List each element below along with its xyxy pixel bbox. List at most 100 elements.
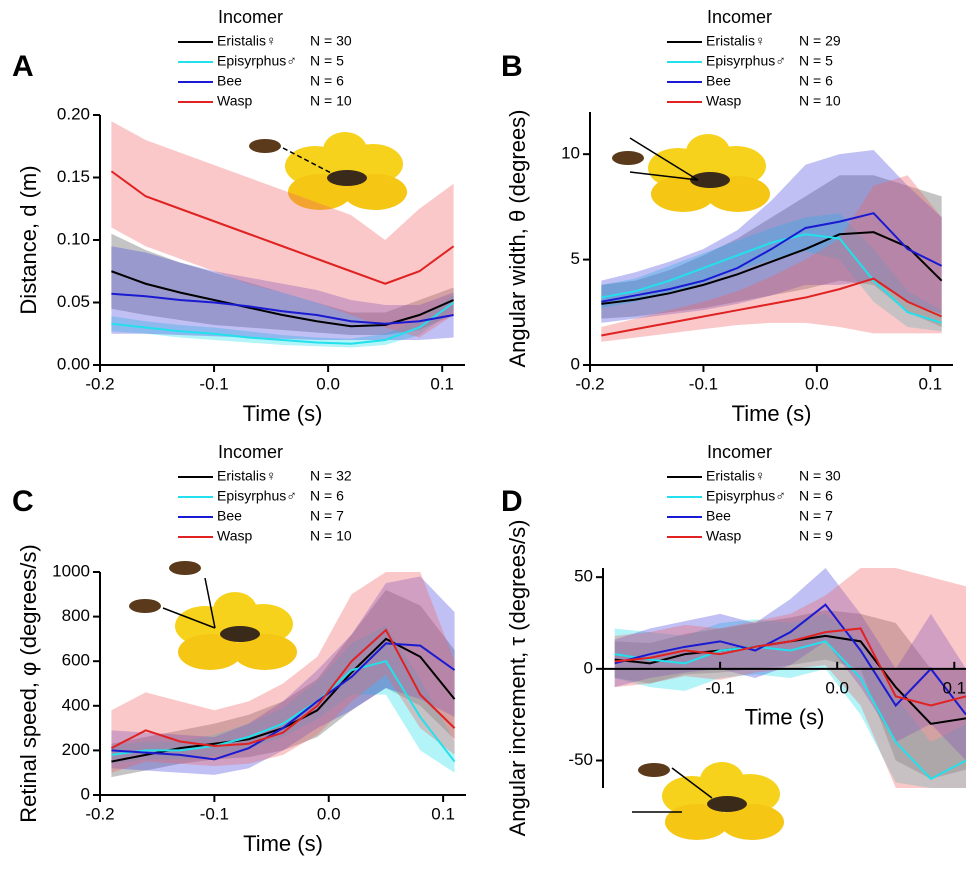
error-band: [111, 625, 455, 773]
error-band: [111, 121, 454, 338]
y-tick-label: 0.20: [57, 104, 90, 123]
series-line: [111, 660, 456, 763]
legend-label: Bee: [217, 508, 242, 524]
legend-n: N = 6: [310, 73, 344, 89]
x-tick-label: -0.2: [575, 374, 604, 393]
x-tick-label: 0.0: [317, 804, 341, 823]
y-tick-label: -50: [568, 750, 593, 769]
series-line: [110, 170, 455, 285]
series-line: [614, 627, 966, 707]
y-tick-label: 200: [62, 740, 90, 759]
series-line: [111, 292, 454, 325]
legend-n: N = 6: [799, 73, 833, 89]
y-axis-label: Angular increment, τ (degrees/s): [505, 520, 530, 837]
y-tick-label: 0: [571, 354, 580, 373]
series-line: [111, 642, 456, 761]
error-band: [111, 295, 454, 348]
y-tick-label: 0: [584, 658, 593, 677]
legend-n: N = 9: [799, 528, 833, 544]
x-tick-label: 0.0: [825, 678, 849, 697]
legend-label: Bee: [706, 508, 731, 524]
error-band: [111, 246, 454, 340]
legend-title: Incomer: [218, 442, 283, 462]
y-tick-label: 0.00: [57, 354, 90, 373]
series-line: [110, 628, 456, 750]
panel-letter: A: [12, 50, 34, 83]
series-line: [614, 603, 966, 716]
x-axis-label: Time (s): [243, 401, 323, 426]
y-tick-label: 400: [62, 695, 90, 714]
legend-n: N = 30: [310, 33, 352, 49]
legend-n: N = 5: [310, 53, 344, 69]
error-band: [601, 149, 942, 323]
legend-n: N = 5: [799, 53, 833, 69]
legend-n: N = 7: [799, 508, 833, 524]
flower-illustration: [129, 561, 297, 670]
error-band: [601, 213, 942, 332]
panel-letter: B: [501, 50, 523, 83]
x-tick-label: -0.1: [200, 804, 229, 823]
legend-label: Eristalis♀: [706, 468, 766, 484]
series-line: [601, 233, 942, 324]
series-line: [601, 277, 943, 337]
legend-label: Episyrphus♂: [706, 53, 786, 69]
series-line: [111, 301, 455, 345]
x-tick-label: 0.1: [430, 374, 454, 393]
legend-label: Bee: [706, 73, 731, 89]
legend-n: N = 32: [310, 468, 352, 484]
legend-n: N = 30: [799, 468, 841, 484]
legend-n: N = 10: [310, 528, 352, 544]
x-axis-label: Time (s): [243, 831, 323, 856]
legend-label: Episyrphus♂: [217, 53, 297, 69]
series-line: [601, 231, 943, 305]
legend-title: Incomer: [707, 442, 772, 462]
legend-title: Incomer: [707, 7, 772, 27]
legend-label: Bee: [217, 73, 242, 89]
series-line: [111, 270, 454, 328]
flower-illustration: [249, 132, 407, 210]
error-band: [614, 568, 966, 761]
y-axis-label: Distance, d (m): [16, 165, 41, 314]
x-axis-label: Time (s): [745, 705, 825, 730]
x-tick-label: 0.0: [805, 374, 829, 393]
legend-n: N = 7: [310, 508, 344, 524]
error-band: [111, 572, 455, 773]
legend-label: Eristalis♀: [217, 468, 277, 484]
y-tick-label: 0.10: [57, 229, 90, 248]
x-tick-label: 0.1: [918, 374, 942, 393]
legend-n: N = 6: [799, 488, 833, 504]
y-tick-label: 50: [574, 567, 593, 586]
legend-n: N = 6: [310, 488, 344, 504]
legend-label: Episyrphus♂: [706, 488, 786, 504]
x-tick-label: 0.0: [316, 374, 340, 393]
legend-title: Incomer: [218, 7, 283, 27]
x-tick-label: -0.1: [689, 374, 718, 393]
y-axis-label: Retinal speed, φ (degrees/s): [16, 544, 41, 822]
panel-letter: D: [501, 485, 523, 518]
legend-label: Wasp: [706, 93, 741, 109]
y-tick-label: 800: [62, 606, 90, 625]
legend-label: Wasp: [217, 528, 252, 544]
error-band: [111, 576, 455, 775]
series-line: [601, 212, 943, 303]
legend-n: N = 29: [799, 33, 841, 49]
y-tick-label: 1000: [52, 561, 90, 580]
plot-area: [110, 121, 455, 348]
legend-label: Episyrphus♂: [217, 488, 297, 504]
legend-label: Wasp: [706, 528, 741, 544]
plot-area: [614, 568, 966, 788]
y-tick-label: 0: [81, 784, 90, 803]
legend-n: N = 10: [799, 93, 841, 109]
legend-label: Eristalis♀: [217, 33, 277, 49]
error-band: [614, 568, 966, 788]
x-tick-label: -0.1: [705, 678, 734, 697]
legend-label: Eristalis♀: [706, 33, 766, 49]
x-tick-label: -0.1: [199, 374, 228, 393]
legend-label: Wasp: [217, 93, 252, 109]
x-tick-label: 0.1: [431, 804, 455, 823]
panel-letter: C: [12, 485, 34, 518]
legend-n: N = 10: [310, 93, 352, 109]
y-tick-label: 0.15: [57, 167, 90, 186]
